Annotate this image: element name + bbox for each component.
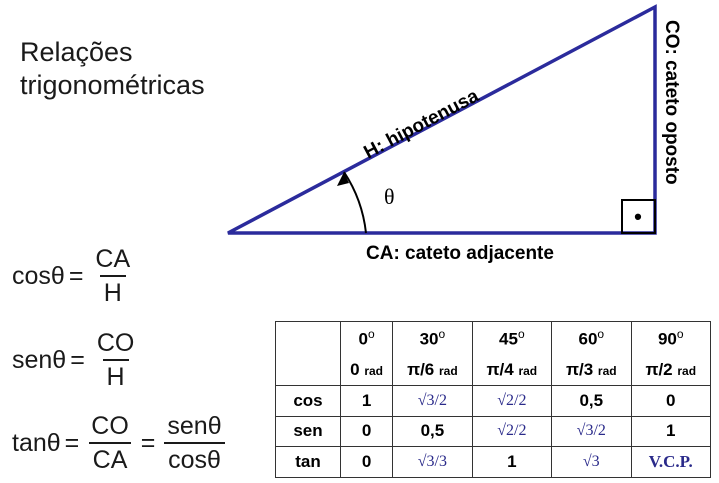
function-name-cell: cos — [275, 384, 341, 417]
right-angle-box — [621, 199, 656, 234]
trig-value-cell: √3 — [551, 446, 632, 478]
angle-radians-cell: 0 rad — [339, 355, 394, 386]
table-header-radians: 0 rad π/6 rad π/4 rad π/3 rad π/2 rad — [276, 355, 712, 386]
degree-symbol: o — [517, 327, 525, 342]
table-corner-cell — [275, 321, 341, 386]
trig-value-cell: √3/2 — [392, 384, 473, 417]
angle-degrees-value: 0 — [358, 330, 368, 349]
angle-radians-cell: π/2 rad — [630, 355, 712, 386]
degree-symbol: o — [367, 327, 375, 342]
angle-degrees-cell: 45o — [471, 321, 553, 356]
angle-arc-arrowhead — [337, 172, 349, 186]
tan-equals-2: = — [140, 428, 156, 457]
table-row-sen: sen 0 0,5 √2/2 √3/2 1 — [275, 415, 712, 448]
diagram-title: Relações trigonométricas — [20, 36, 205, 102]
angle-degrees-cell: 90o — [630, 321, 712, 356]
tan-fraction-2: senθ cosθ — [163, 412, 225, 474]
angle-degrees-value: 90 — [657, 330, 677, 349]
triangle-outline — [227, 4, 657, 235]
hypotenuse-label: H: hipotenusa — [361, 85, 483, 163]
tan-equals: = — [64, 428, 80, 457]
table-header-degrees: 0o 30o 45o 60o 90o — [275, 321, 712, 386]
trig-value-cell: 0,5 — [551, 384, 632, 417]
sen-equals: = — [70, 345, 85, 374]
degree-symbol: o — [676, 327, 684, 342]
opposite-label: CO: cateto oposto — [661, 20, 682, 185]
tan-formula: tanθ = CO CA = senθ cosθ — [12, 412, 230, 474]
angle-radians-cell: π/6 rad — [392, 355, 473, 386]
sen-lhs: senθ — [12, 345, 67, 374]
angle-degrees-value: 45 — [499, 330, 518, 349]
angle-degrees-cell: 0o — [339, 321, 394, 356]
trig-value-cell: 1 — [630, 415, 712, 448]
sen-fraction: CO H — [93, 329, 139, 391]
degree-symbol: o — [438, 327, 446, 342]
table-row-cos: cos 1 √3/2 √2/2 0,5 0 — [275, 384, 712, 417]
radian-unit: rad — [597, 364, 617, 379]
tan-numerator-1: CO — [91, 412, 129, 440]
radian-unit: rad — [677, 364, 697, 379]
angle-radians-cell: π/3 rad — [551, 355, 632, 386]
angle-degrees-value: 60 — [578, 330, 598, 349]
cos-numerator: CA — [95, 245, 131, 273]
trig-value-cell: √2/2 — [471, 384, 553, 417]
trig-value-cell: 0 — [339, 446, 394, 478]
trig-value-cell: V.C.P. — [630, 446, 712, 478]
tan-lhs: tanθ — [12, 428, 61, 457]
function-name-cell: tan — [275, 446, 341, 478]
function-name-cell: sen — [275, 415, 341, 448]
title-line-1: Relações — [20, 37, 133, 67]
tan-denominator-1: CA — [88, 442, 132, 474]
radian-unit: rad — [518, 364, 538, 379]
cos-equals: = — [68, 261, 84, 290]
cos-lhs: cosθ — [12, 261, 65, 290]
radian-unit: rad — [439, 364, 458, 379]
trig-value-cell: 1 — [471, 446, 553, 478]
table-row-tan: tan 0 √3/3 1 √3 V.C.P. — [275, 446, 712, 478]
cos-denominator: H — [99, 275, 126, 307]
angle-degrees-cell: 60o — [551, 321, 632, 356]
cos-formula: cosθ = CA H — [12, 245, 138, 307]
angle-degrees-cell: 30o — [392, 321, 473, 356]
cos-fraction: CA H — [91, 245, 134, 307]
angle-radians-value: π/6 — [407, 360, 435, 380]
angle-radians-value: 0 — [350, 360, 360, 380]
tan-numerator-2: senθ — [167, 412, 222, 440]
sen-denominator: H — [102, 359, 129, 391]
trig-value-cell: √3/2 — [551, 415, 632, 448]
trig-value-cell: 0,5 — [392, 415, 473, 448]
trig-value-cell: √2/2 — [471, 415, 553, 448]
sen-formula: senθ = CO H — [12, 329, 142, 391]
degree-symbol: o — [597, 327, 605, 342]
tan-denominator-2: cosθ — [164, 442, 225, 474]
right-angle-dot: • — [634, 204, 642, 229]
radian-unit: rad — [364, 364, 384, 379]
angle-radians-value: π/2 — [645, 360, 673, 380]
trig-value-cell: 0 — [630, 384, 712, 417]
tan-fraction-1: CO CA — [87, 412, 133, 474]
sen-numerator: CO — [96, 329, 135, 357]
trig-value-cell: 0 — [339, 415, 394, 448]
title-line-2: trigonométricas — [20, 70, 205, 100]
angle-degrees-value: 30 — [419, 330, 439, 349]
angle-arc — [343, 171, 367, 234]
angle-radians-value: π/3 — [565, 360, 594, 380]
adjacent-label: CA: cateto adjacente — [366, 243, 554, 264]
angle-radians-value: π/4 — [486, 360, 514, 380]
trig-value-cell: 1 — [339, 384, 394, 417]
trig-value-cell: √3/3 — [392, 446, 473, 478]
angle-theta-label: θ — [384, 184, 395, 209]
angle-radians-cell: π/4 rad — [471, 355, 553, 386]
trig-values-table: 0o 30o 45o 60o 90o 0 rad π/6 rad π/4 rad π/3 rad… — [275, 321, 712, 478]
